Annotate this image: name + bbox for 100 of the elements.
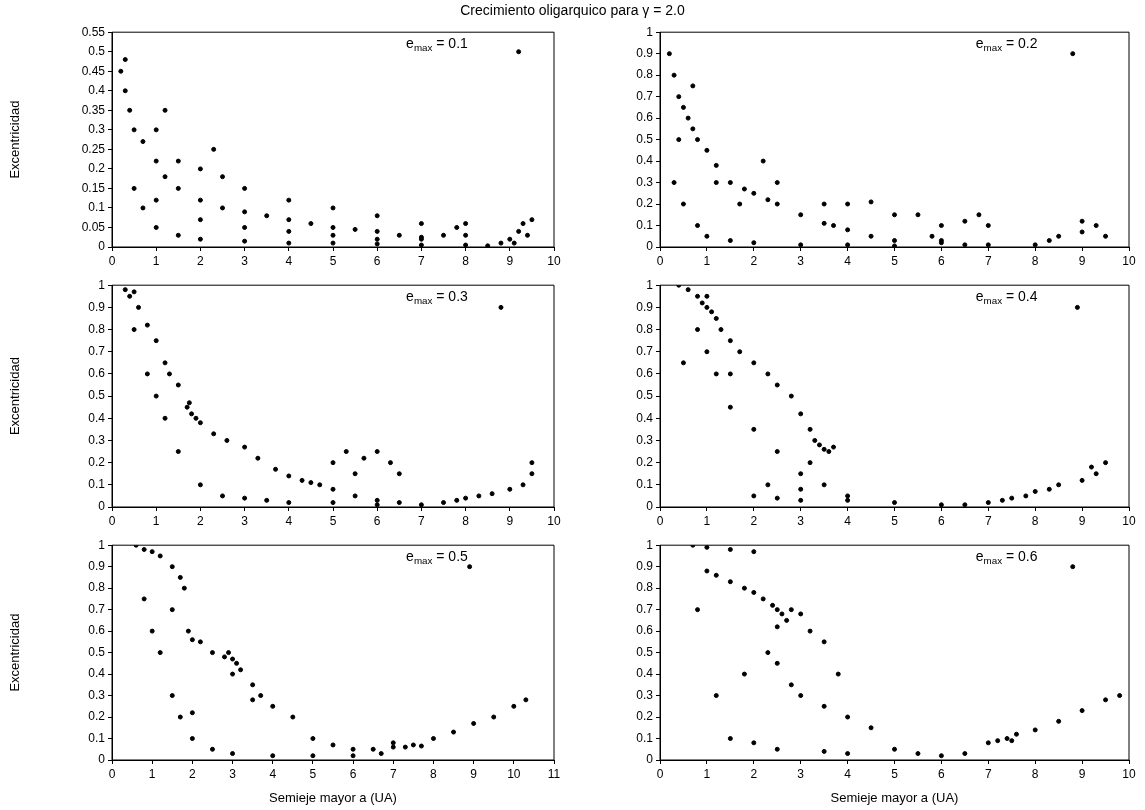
x-tick-label: 5 bbox=[329, 253, 337, 268]
y-tick-label: 0.9 bbox=[88, 558, 106, 573]
y-tick-label: 0.3 bbox=[88, 122, 106, 137]
y-tick-label: 0.6 bbox=[636, 366, 654, 381]
y-tick-label: 0.2 bbox=[88, 454, 106, 469]
y-tick-label: 0.2 bbox=[88, 161, 106, 176]
y-tick-label: 0.5 bbox=[88, 388, 106, 403]
x-tick-label: 8 bbox=[462, 513, 470, 528]
y-tick-label: 0.4 bbox=[636, 410, 654, 425]
x-tick-label: 10 bbox=[1122, 766, 1136, 781]
x-tick-label: 1 bbox=[148, 766, 156, 781]
y-tick-label: 0.9 bbox=[636, 558, 654, 573]
y-tick-label: 1 bbox=[98, 277, 106, 292]
x-tick-label: 4 bbox=[285, 253, 293, 268]
y-tick-label: 0.1 bbox=[636, 477, 654, 492]
y-tick-label: 1 bbox=[646, 277, 654, 292]
y-tick-label: 0.7 bbox=[636, 88, 654, 103]
y-tick-label: 1 bbox=[98, 537, 106, 552]
y-tick-label: 0.8 bbox=[88, 580, 106, 595]
x-tick-label: 1 bbox=[152, 513, 160, 528]
y-tick-label: 0.8 bbox=[636, 321, 654, 336]
x-tick-label: 7 bbox=[984, 766, 992, 781]
y-tick-label: 0.1 bbox=[636, 217, 654, 232]
x-tick-label: 8 bbox=[1031, 766, 1039, 781]
x-tick-label: 7 bbox=[418, 253, 426, 268]
y-tick-label: 0.4 bbox=[88, 83, 106, 98]
y-tick-label: 0 bbox=[646, 752, 654, 767]
y-tick-label: 0.35 bbox=[81, 102, 106, 117]
x-tick-label: 10 bbox=[1122, 253, 1136, 268]
x-tick-label: 10 bbox=[547, 513, 561, 528]
x-tick-label: 7 bbox=[984, 513, 992, 528]
x-tick-label: 2 bbox=[197, 513, 205, 528]
x-tick-label: 7 bbox=[389, 766, 397, 781]
y-tick-label: 0.5 bbox=[636, 644, 654, 659]
x-tick-label: 2 bbox=[197, 253, 205, 268]
x-tick-label: 11 bbox=[547, 766, 561, 781]
y-axis-title: Excentricidad bbox=[7, 613, 23, 692]
y-tick-label: 1 bbox=[646, 24, 654, 39]
y-tick-label: 0.1 bbox=[636, 730, 654, 745]
x-tick-label: 8 bbox=[462, 253, 470, 268]
x-tick-label: 0 bbox=[108, 766, 116, 781]
y-tick-label: 0.2 bbox=[88, 709, 106, 724]
x-tick-label: 2 bbox=[189, 766, 197, 781]
x-tick-label: 6 bbox=[349, 766, 357, 781]
y-tick-label: 0.7 bbox=[88, 601, 106, 616]
x-tick-label: 3 bbox=[241, 513, 249, 528]
y-tick-label: 0.4 bbox=[88, 666, 106, 681]
y-tick-label: 0.3 bbox=[636, 687, 654, 702]
x-tick-label: 3 bbox=[241, 253, 249, 268]
x-tick-label: 6 bbox=[938, 513, 946, 528]
x-tick-label: 0 bbox=[108, 253, 116, 268]
x-tick-label: 4 bbox=[285, 513, 293, 528]
x-axis-title: Semieje mayor a (UA) bbox=[830, 789, 959, 805]
x-tick-label: 7 bbox=[418, 513, 426, 528]
y-tick-label: 0.7 bbox=[636, 344, 654, 359]
y-tick-label: 0.3 bbox=[636, 432, 654, 447]
x-tick-label: 9 bbox=[506, 253, 514, 268]
y-tick-label: 0.6 bbox=[88, 366, 106, 381]
y-tick-label: 0.2 bbox=[636, 454, 654, 469]
x-tick-label: 4 bbox=[844, 513, 852, 528]
y-tick-label: 0.2 bbox=[636, 709, 654, 724]
x-tick-label: 9 bbox=[506, 513, 514, 528]
x-tick-label: 5 bbox=[891, 253, 899, 268]
x-tick-label: 9 bbox=[470, 766, 478, 781]
y-tick-label: 0.1 bbox=[88, 200, 106, 215]
x-tick-label: 2 bbox=[750, 766, 758, 781]
y-tick-label: 0.9 bbox=[636, 45, 654, 60]
y-tick-label: 0 bbox=[98, 239, 106, 254]
y-tick-label: 0.6 bbox=[88, 623, 106, 638]
x-tick-label: 4 bbox=[269, 766, 277, 781]
x-tick-label: 10 bbox=[547, 253, 561, 268]
x-tick-label: 5 bbox=[891, 513, 899, 528]
y-tick-label: 0.1 bbox=[88, 477, 106, 492]
x-axis-title: Semieje mayor a (UA) bbox=[269, 789, 397, 805]
y-tick-label: 1 bbox=[646, 537, 654, 552]
x-tick-label: 2 bbox=[750, 513, 758, 528]
y-tick-label: 0.05 bbox=[81, 219, 106, 234]
y-tick-label: 0.9 bbox=[88, 299, 106, 314]
x-tick-label: 10 bbox=[1122, 513, 1136, 528]
y-tick-label: 0.3 bbox=[88, 432, 106, 447]
x-tick-label: 3 bbox=[797, 513, 805, 528]
y-tick-label: 0.1 bbox=[88, 730, 106, 745]
y-tick-label: 0.45 bbox=[81, 63, 106, 78]
x-tick-label: 0 bbox=[656, 513, 664, 528]
x-tick-label: 5 bbox=[891, 766, 899, 781]
x-tick-label: 8 bbox=[1031, 513, 1039, 528]
x-tick-label: 4 bbox=[844, 253, 852, 268]
x-tick-label: 1 bbox=[703, 766, 711, 781]
x-tick-label: 10 bbox=[507, 766, 521, 781]
y-tick-label: 0.3 bbox=[636, 174, 654, 189]
x-tick-label: 6 bbox=[938, 766, 946, 781]
y-tick-label: 0.8 bbox=[88, 321, 106, 336]
x-tick-label: 0 bbox=[108, 513, 116, 528]
x-tick-label: 9 bbox=[1078, 766, 1086, 781]
x-tick-label: 7 bbox=[984, 253, 992, 268]
y-tick-label: 0.2 bbox=[636, 196, 654, 211]
y-tick-label: 0 bbox=[98, 752, 106, 767]
y-tick-label: 0.7 bbox=[88, 344, 106, 359]
y-tick-label: 0 bbox=[98, 499, 106, 514]
y-tick-label: 0.6 bbox=[636, 110, 654, 125]
